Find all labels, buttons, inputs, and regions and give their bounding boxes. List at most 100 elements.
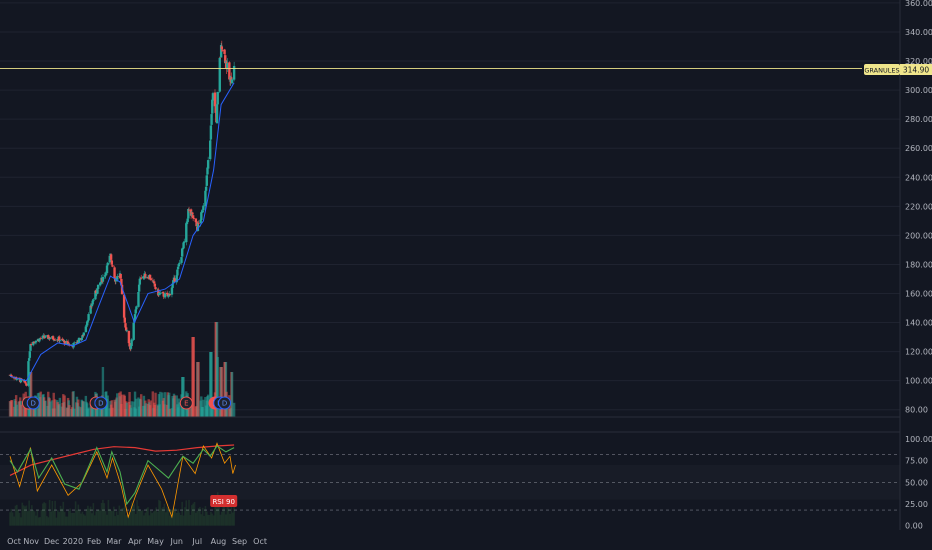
candle-body[interactable]	[66, 341, 70, 345]
candle-body[interactable]	[171, 283, 174, 288]
candle-body[interactable]	[205, 175, 208, 186]
candle-body[interactable]	[122, 294, 126, 318]
candle-body[interactable]	[167, 295, 170, 297]
candle-body[interactable]	[128, 343, 131, 347]
candle-body[interactable]	[170, 287, 174, 295]
candle-body[interactable]	[66, 341, 69, 343]
candle-body[interactable]	[125, 330, 129, 332]
rsi-pane[interactable]: RSI 90	[0, 442, 900, 526]
candle-body[interactable]	[124, 323, 127, 328]
candle-body[interactable]	[168, 294, 172, 295]
candle-body[interactable]	[176, 266, 180, 270]
candle-body[interactable]	[195, 221, 198, 227]
candle-body[interactable]	[204, 190, 207, 207]
candle-body[interactable]	[226, 63, 229, 69]
candle-body[interactable]	[29, 344, 33, 345]
candle-body[interactable]	[148, 274, 152, 279]
candle-body[interactable]	[101, 277, 105, 282]
candle-body[interactable]	[127, 330, 131, 344]
candle-body[interactable]	[34, 342, 37, 344]
candle-body[interactable]	[129, 345, 133, 349]
candle-body[interactable]	[104, 272, 107, 276]
candle-body[interactable]	[172, 280, 175, 284]
candle-body[interactable]	[218, 57, 221, 92]
candle-body[interactable]	[120, 284, 124, 295]
candle-body[interactable]	[204, 186, 208, 191]
candle-body[interactable]	[159, 292, 162, 294]
candle-body[interactable]	[209, 140, 212, 160]
candle-body[interactable]	[137, 291, 140, 307]
candle-body[interactable]	[202, 205, 205, 211]
candle-body[interactable]	[192, 217, 196, 219]
candle-body[interactable]	[62, 339, 65, 342]
candle-body[interactable]	[120, 278, 123, 286]
candle-body[interactable]	[99, 281, 103, 284]
candle-body[interactable]	[73, 342, 76, 344]
candle-body[interactable]	[39, 338, 42, 340]
candle-body[interactable]	[47, 335, 50, 339]
candle-body[interactable]	[138, 278, 142, 285]
candle-body[interactable]	[134, 309, 137, 314]
candle-body[interactable]	[80, 338, 83, 341]
candle-body[interactable]	[96, 288, 99, 294]
candle-body[interactable]	[38, 338, 42, 340]
candle-body[interactable]	[228, 62, 231, 80]
candle-body[interactable]	[32, 341, 35, 346]
event-marker-d[interactable]: D	[94, 396, 108, 410]
candle-body[interactable]	[194, 218, 198, 223]
candle-body[interactable]	[224, 55, 227, 63]
candle-body[interactable]	[89, 305, 92, 314]
candle-body[interactable]	[201, 210, 204, 213]
rsi-scale[interactable]: 100.00 75.00 50.00 25.00 0.00	[905, 435, 932, 531]
candle-body[interactable]	[130, 339, 133, 346]
candle-body[interactable]	[42, 335, 46, 338]
candle-body[interactable]	[200, 212, 203, 220]
candle-body[interactable]	[119, 273, 122, 279]
candle-body[interactable]	[173, 278, 176, 282]
candle-body[interactable]	[85, 324, 88, 327]
candle-body[interactable]	[61, 338, 64, 340]
candle-body[interactable]	[133, 314, 137, 319]
candle-body[interactable]	[86, 321, 89, 326]
event-markers[interactable]: EDEDEEDD	[21, 396, 232, 410]
candle-body[interactable]	[106, 262, 109, 266]
candle-body[interactable]	[135, 306, 138, 310]
candle-body[interactable]	[111, 265, 114, 267]
candle-body[interactable]	[186, 218, 189, 223]
candle-body[interactable]	[52, 338, 55, 341]
candle-body[interactable]	[196, 223, 200, 231]
candle-body[interactable]	[232, 65, 236, 80]
candle-body[interactable]	[211, 93, 215, 101]
candle-body[interactable]	[90, 304, 94, 307]
candle-body[interactable]	[185, 223, 188, 243]
candle-body[interactable]	[116, 276, 119, 280]
candle-body[interactable]	[180, 248, 184, 257]
candle-body[interactable]	[181, 247, 185, 250]
candle-body[interactable]	[161, 292, 164, 294]
candle-body[interactable]	[123, 317, 126, 323]
candle-body[interactable]	[110, 260, 114, 265]
candle-body[interactable]	[211, 99, 214, 114]
candle-body[interactable]	[49, 338, 52, 340]
candle-body[interactable]	[144, 274, 147, 279]
candle-body[interactable]	[183, 241, 186, 243]
candle-body[interactable]	[157, 289, 160, 296]
candle-body[interactable]	[161, 292, 165, 293]
candle-body[interactable]	[210, 114, 213, 125]
candle-body[interactable]	[23, 380, 27, 383]
candle-body[interactable]	[44, 335, 47, 338]
candle-body[interactable]	[187, 208, 190, 219]
candle-body[interactable]	[214, 106, 217, 113]
candle-body[interactable]	[187, 209, 191, 211]
candle-body[interactable]	[34, 340, 38, 343]
candle-body[interactable]	[206, 167, 209, 175]
candle-body[interactable]	[27, 358, 31, 361]
candle-body[interactable]	[27, 361, 30, 386]
candle-body[interactable]	[56, 339, 60, 341]
candle-body[interactable]	[65, 341, 68, 344]
candle-body[interactable]	[25, 383, 28, 386]
candle-body[interactable]	[19, 378, 23, 383]
candle-body[interactable]	[48, 337, 51, 339]
candle-body[interactable]	[197, 222, 200, 224]
candle-body[interactable]	[15, 379, 19, 380]
